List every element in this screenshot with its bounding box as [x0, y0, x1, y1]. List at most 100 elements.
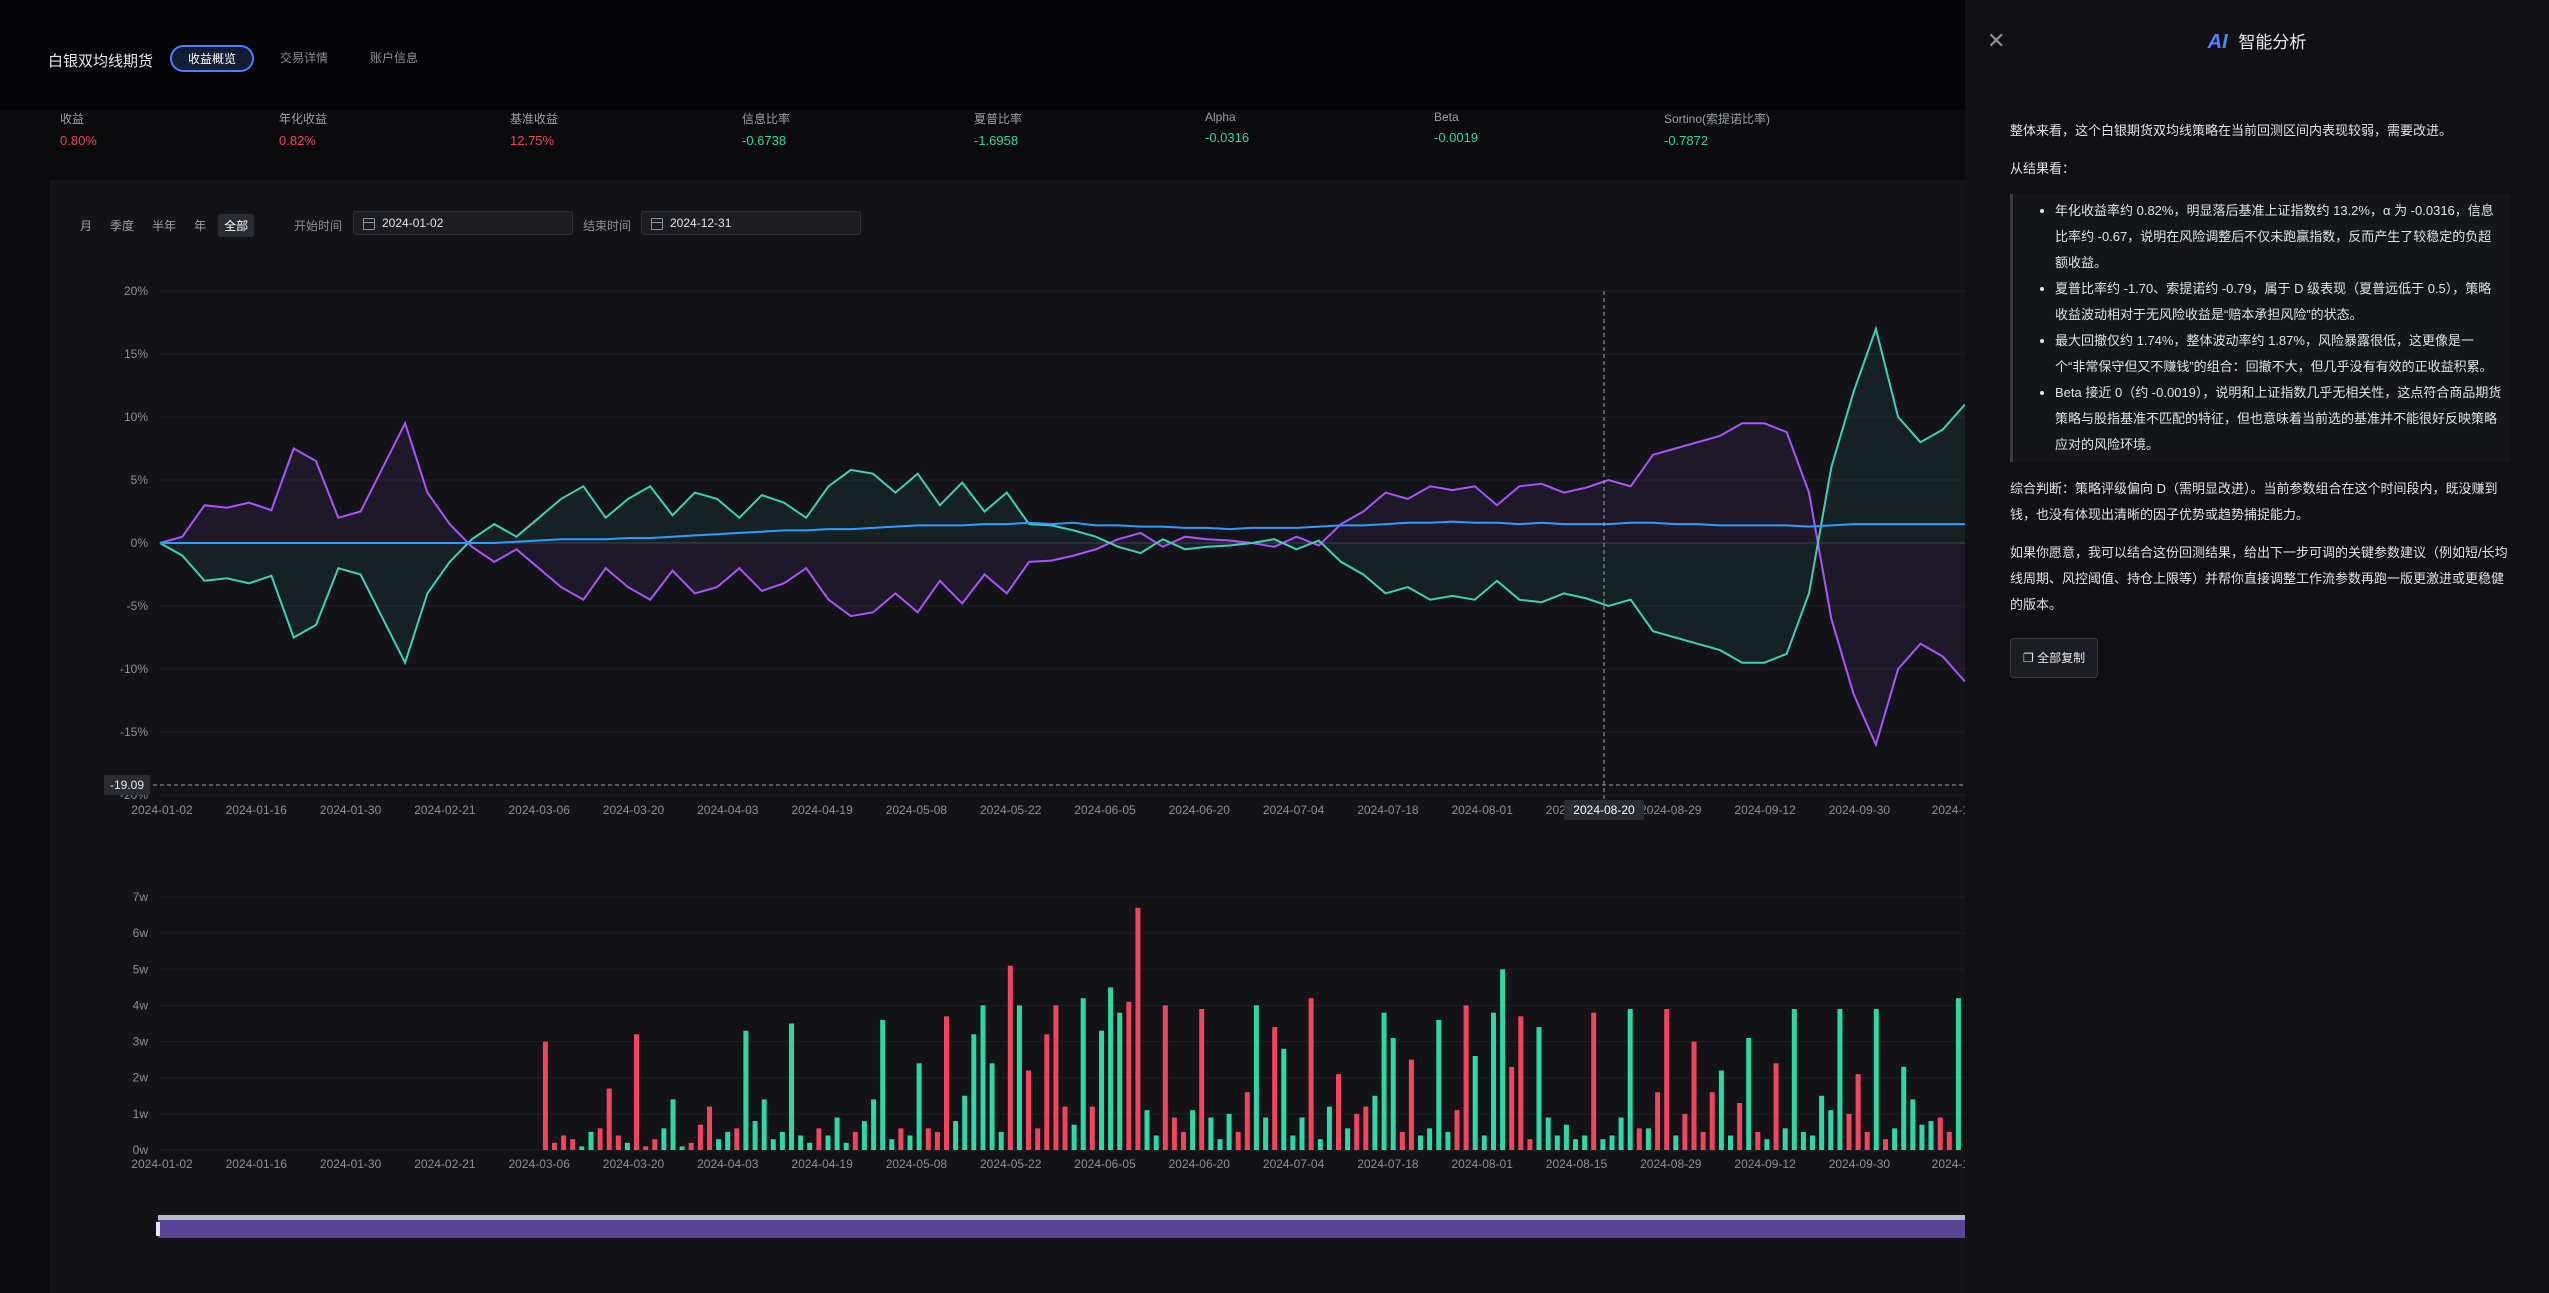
- metric-label: 夏普比率: [974, 112, 1023, 126]
- y-tick-label: 10%: [124, 410, 148, 424]
- x-tick-label: 2024-10: [1932, 803, 1965, 817]
- return-line-chart[interactable]: 20%15%10%5%0%-5%-10%-15%-20%2024-01-0220…: [104, 284, 1965, 820]
- x-tick-label: 2024-05-08: [886, 1157, 948, 1171]
- x-tick-label: 2024-06-05: [1074, 1157, 1136, 1171]
- end-date-input[interactable]: 2024-12-31: [641, 211, 861, 235]
- x-tick-label: 2024-06-20: [1169, 1157, 1231, 1171]
- ai-bullet: 最大回撤仅约 1.74%，整体波动率约 1.87%，风险暴露很低，这更像是一个“…: [2055, 328, 2502, 380]
- ai-panel-title: AI 智能分析: [1965, 28, 2549, 54]
- range-year-button[interactable]: 年: [194, 219, 207, 233]
- volume-bar: [1545, 1117, 1551, 1150]
- calendar-icon: [651, 218, 663, 230]
- volume-bar: [1035, 1128, 1041, 1150]
- volume-bar: [1445, 1131, 1451, 1150]
- volume-bar: [1837, 1009, 1843, 1150]
- y-tick-label: 15%: [124, 347, 148, 361]
- copy-icon: ❐: [2023, 651, 2038, 665]
- x-tick-label: 2024-03-20: [603, 803, 665, 817]
- volume-bar: [916, 1063, 922, 1150]
- range-halfyear-button[interactable]: 半年: [152, 219, 177, 233]
- volume-bar: [1071, 1124, 1077, 1150]
- volume-bar: [1399, 1131, 1405, 1150]
- volume-bar: [1554, 1135, 1560, 1150]
- volume-bar: [1655, 1092, 1661, 1150]
- volume-bar: [634, 1034, 639, 1150]
- x-tick-label: 2024-08-29: [1640, 1157, 1702, 1171]
- volume-bar: [725, 1131, 731, 1150]
- crosshair-y-badge: [104, 775, 150, 795]
- volume-bar: [643, 1146, 649, 1150]
- ai-bullet: 夏普比率约 -1.70、索提诺约 -0.79，属于 D 级表现（夏普远低于 0.…: [2055, 276, 2502, 328]
- slider-selection: [158, 1220, 1965, 1238]
- tab-overview[interactable]: 收益概览: [170, 45, 255, 72]
- ai-analysis-panel: ✕ AI 智能分析 整体来看，这个白银期货双均线策略在当前回测区间内表现较弱，需…: [1965, 0, 2549, 1293]
- range-quarter-button[interactable]: 季度: [110, 219, 135, 233]
- volume-bar: [542, 1041, 548, 1150]
- volume-bar: [1509, 1066, 1515, 1150]
- volume-bar: [1901, 1066, 1907, 1150]
- volume-bar: [1144, 1110, 1150, 1150]
- x-tick-label: 2024-05-22: [980, 803, 1042, 817]
- x-tick-label: 2024-01-16: [226, 803, 288, 817]
- metric-value: -0.7872: [1664, 133, 1709, 148]
- y-tick-label: 1w: [133, 1107, 149, 1121]
- range-month-button[interactable]: 月: [80, 219, 93, 233]
- volume-bar: [789, 1023, 794, 1150]
- x-tick-label: 2024-07-18: [1357, 803, 1419, 817]
- volume-bar: [907, 1135, 913, 1150]
- range-slider[interactable]: [156, 1215, 1965, 1238]
- range-all-button[interactable]: 全部: [218, 214, 255, 237]
- volume-bar: [1436, 1019, 1442, 1150]
- volume-bar: [1591, 1012, 1597, 1150]
- volume-bar: [1226, 1113, 1232, 1150]
- volume-bar: [925, 1128, 931, 1150]
- volume-bar: [1855, 1074, 1861, 1150]
- volume-bar: [1737, 1103, 1743, 1150]
- x-tick-label: 2024-01-30: [320, 803, 382, 817]
- volume-bar: [1764, 1139, 1770, 1150]
- volume-bar: [962, 1095, 968, 1150]
- close-icon[interactable]: ✕: [1987, 28, 2006, 53]
- x-tick-label: 2024-03-06: [509, 1157, 571, 1171]
- volume-bar: [1108, 987, 1114, 1150]
- volume-bar: [1718, 1070, 1724, 1150]
- copy-all-button[interactable]: ❐ 全部复制: [2010, 638, 2099, 678]
- start-date-input[interactable]: 2024-01-02: [353, 211, 573, 235]
- volume-bar: [944, 1016, 949, 1150]
- volume-bar: [1308, 998, 1314, 1150]
- x-tick-label: 2024-04-03: [697, 803, 759, 817]
- y-tick-label: 20%: [124, 284, 148, 298]
- metric-value: -0.0316: [1205, 130, 1250, 145]
- volume-bar: [606, 1088, 612, 1150]
- ai-conclusion: 综合判断：策略评级偏向 D（需明显改进）。当前参数组合在这个时间段内，既没赚到钱…: [2010, 481, 2498, 522]
- volume-bar: [1007, 965, 1013, 1150]
- volume-bar: [1171, 1117, 1177, 1150]
- x-tick-label: 2024-07-04: [1263, 803, 1325, 817]
- metric-return: 收益 0.80%: [60, 110, 97, 148]
- metric-label: 收益: [60, 112, 85, 126]
- calendar-icon: [363, 218, 375, 230]
- metric-value: -0.6738: [742, 133, 787, 148]
- metric-label: 基准收益: [510, 112, 559, 126]
- volume-bar: [1919, 1124, 1925, 1150]
- y-tick-label: 0w: [133, 1143, 149, 1157]
- volume-bar: [1709, 1092, 1715, 1150]
- volume-bar: [1782, 1128, 1788, 1150]
- x-tick-label: 2024-01-16: [226, 1157, 288, 1171]
- volume-bar: [1728, 1135, 1733, 1150]
- tab-trades[interactable]: 交易详情: [280, 51, 329, 65]
- tab-account[interactable]: 账户信息: [370, 51, 419, 65]
- volume-bar: [1062, 1106, 1068, 1150]
- page-title: 白银双均线期货: [48, 53, 154, 70]
- volume-bar: [1910, 1099, 1916, 1150]
- volume-bar: [1755, 1131, 1761, 1150]
- metric-label: Beta: [1434, 110, 1459, 124]
- volume-bar: [1892, 1128, 1898, 1150]
- chart-panel: [50, 180, 1965, 1293]
- volume-bar: [816, 1128, 822, 1150]
- x-tick-label: 2024-09-12: [1734, 803, 1796, 817]
- volume-bar: [588, 1131, 594, 1150]
- volume-bar: [1682, 1113, 1688, 1150]
- y-tick-label: 6w: [133, 926, 149, 940]
